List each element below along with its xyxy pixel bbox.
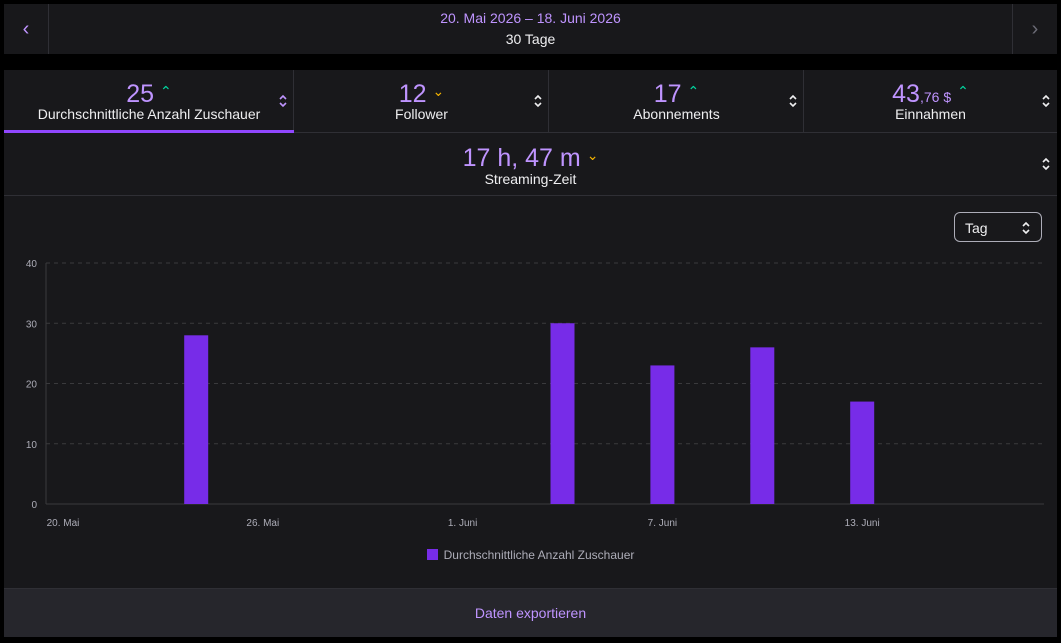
date-range-days: 30 Tage — [505, 31, 556, 47]
sort-icon — [1042, 157, 1050, 171]
prev-period-button[interactable]: ‹ — [4, 4, 49, 54]
date-range-text: 20. Mai 2026 – 18. Juni 2026 — [440, 10, 621, 26]
metric-tab-revenue[interactable]: 43,76 $ ⌃ Einnahmen — [804, 70, 1057, 132]
trend-down-icon: ⌄ — [432, 83, 445, 99]
active-tab-indicator — [4, 130, 294, 133]
x-tick-label: 26. Mai — [246, 518, 279, 529]
interval-select-value: Tag — [965, 220, 988, 236]
metric-value-decimal: ,76 $ — [919, 89, 952, 105]
y-tick-label: 30 — [26, 319, 38, 330]
sort-icon — [279, 94, 287, 108]
bar-7-juni[interactable] — [650, 365, 675, 504]
metric-label: Einnahmen — [895, 106, 966, 122]
trend-down-icon: ⌄ — [586, 147, 599, 163]
legend-swatch — [426, 549, 438, 560]
y-tick-label: 0 — [31, 500, 37, 511]
metric-value: 17 h, 47 m — [462, 144, 581, 172]
y-tick-label: 20 — [26, 380, 38, 391]
x-tick-label: 7. Juni — [648, 518, 677, 529]
metric-tab-subscriptions[interactable]: 17 ⌃ Abonnements — [549, 70, 804, 132]
chart-legend[interactable]: Durchschnittliche Anzahl Zuschauer — [4, 548, 1057, 562]
bar-10-juni[interactable] — [750, 347, 775, 504]
metrics-tabs: 25 ⌃ Durchschnittliche Anzahl Zuschauer 1… — [4, 70, 1057, 133]
bar-4-juni[interactable] — [550, 323, 575, 504]
metric-value: 12 — [398, 80, 427, 108]
export-label: Daten exportieren — [474, 605, 587, 621]
next-period-button[interactable]: › — [1012, 4, 1057, 54]
trend-up-icon: ⌃ — [957, 83, 969, 99]
metric-tab-followers[interactable]: 12 ⌄ Follower — [294, 70, 549, 132]
sort-icon — [789, 94, 797, 108]
bar-chart: 0 10 20 30 40 20. Mai 26. Mai 1. Juni 7. Juni 13.… — [26, 259, 1044, 529]
bar-13-juni[interactable] — [850, 401, 875, 504]
metric-label: Durchschnittliche Anzahl Zuschauer — [37, 106, 261, 122]
sort-icon — [534, 94, 542, 108]
x-tick-label: 20. Mai — [47, 518, 80, 529]
x-tick-label: 13. Juni — [845, 518, 880, 529]
date-range-bar: ‹ 20. Mai 2026 – 18. Juni 2026 30 Tage › — [4, 4, 1057, 54]
metric-value: 25 — [126, 80, 155, 108]
bar-24-mai[interactable] — [184, 335, 209, 504]
trend-up-icon: ⌃ — [687, 83, 700, 99]
trend-up-icon: ⌃ — [160, 83, 172, 99]
chevron-right-icon: › — [1031, 17, 1039, 40]
metric-label: Abonnements — [633, 106, 720, 122]
metric-value: 43 — [892, 80, 920, 108]
metric-label: Streaming-Zeit — [484, 171, 577, 187]
analytics-panel: 25 ⌃ Durchschnittliche Anzahl Zuschauer 1… — [4, 70, 1057, 637]
legend-label: Durchschnittliche Anzahl Zuschauer — [443, 548, 635, 562]
chevron-left-icon: ‹ — [22, 17, 30, 40]
metric-label: Follower — [395, 106, 448, 122]
y-tick-label: 10 — [26, 440, 38, 451]
metric-tab-streaming-time[interactable]: 17 h, 47 m ⌄ Streaming-Zeit — [4, 133, 1057, 196]
interval-select[interactable]: Tag — [954, 212, 1042, 242]
metric-tab-avg-viewers[interactable]: 25 ⌃ Durchschnittliche Anzahl Zuschauer — [4, 70, 294, 133]
chevron-up-down-icon — [1022, 221, 1030, 235]
metric-value: 17 — [653, 80, 682, 108]
x-tick-label: 1. Juni — [448, 518, 477, 529]
y-tick-label: 40 — [26, 259, 38, 270]
export-data-button[interactable]: Daten exportieren — [4, 588, 1057, 637]
sort-icon — [1042, 94, 1050, 108]
